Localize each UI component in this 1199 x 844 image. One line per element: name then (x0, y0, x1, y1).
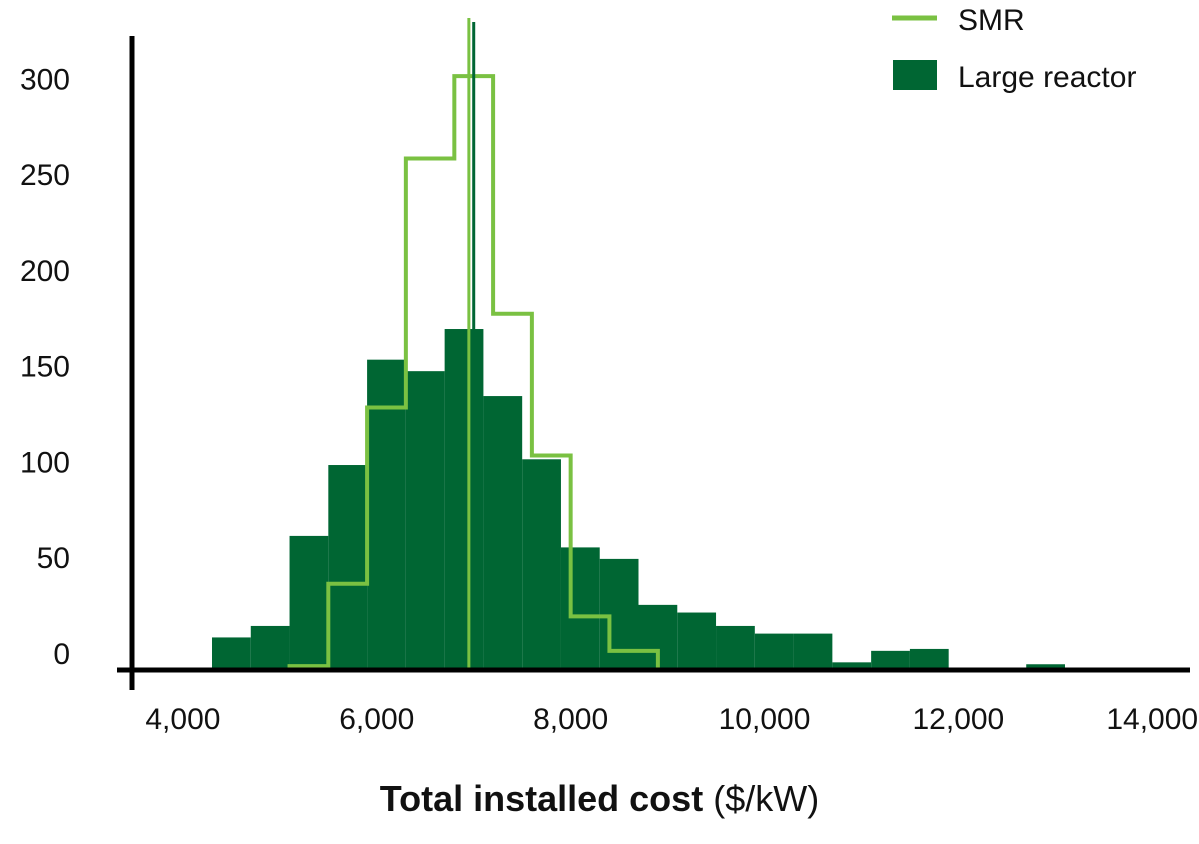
bar-large-reactor (754, 633, 794, 670)
x-tick-label: 6,000 (339, 703, 414, 736)
y-tick-label: 200 (20, 255, 70, 288)
y-tick-label: 250 (20, 159, 70, 192)
bar-large-reactor (289, 535, 329, 670)
bar-large-reactor (560, 547, 600, 670)
bar-large-reactor (405, 371, 445, 670)
bar-large-reactor (483, 396, 523, 670)
legend: SMR Large reactor (892, 4, 1136, 94)
bar-large-reactor (871, 650, 910, 670)
bar-large-reactor (212, 637, 251, 670)
x-tick-labels: 4,000 6,000 8,000 10,000 12,000 14,000 (145, 703, 1198, 736)
x-axis-label-unit: ($/kW) (713, 778, 820, 819)
x-axis-label: Total installed cost ($/kW) (0, 778, 1199, 820)
x-axis-label-main: Total installed cost (379, 778, 704, 819)
y-tick-label: 50 (37, 542, 70, 575)
axes (117, 36, 1190, 690)
large-reactor-series (212, 329, 1065, 670)
median-lines (467, 18, 476, 670)
bar-large-reactor (1026, 664, 1065, 670)
y-tick-label: 100 (20, 446, 70, 479)
legend-label-smr: SMR (958, 4, 1025, 37)
y-tick-label: 150 (20, 351, 70, 384)
legend-swatch-large-reactor (893, 60, 937, 90)
bar-large-reactor (250, 625, 290, 670)
x-tick-label: 14,000 (1106, 703, 1198, 736)
bar-large-reactor (793, 633, 833, 670)
legend-label-large-reactor: Large reactor (958, 61, 1136, 94)
bar-large-reactor (909, 648, 949, 670)
bar-large-reactor (716, 625, 755, 670)
x-tick-label: 4,000 (145, 703, 220, 736)
bar-large-reactor (522, 459, 561, 670)
bar-large-reactor (367, 359, 406, 670)
x-tick-label: 12,000 (912, 703, 1004, 736)
bar-large-reactor (444, 329, 484, 670)
y-tick-label: 300 (20, 63, 70, 96)
bar-large-reactor (677, 612, 717, 670)
y-tick-label: 0 (53, 638, 70, 671)
x-tick-label: 8,000 (533, 703, 608, 736)
y-tick-labels: 0 50 100 150 200 250 300 (20, 63, 70, 671)
bar-large-reactor (328, 465, 368, 670)
bar-large-reactor (832, 662, 872, 670)
x-tick-label: 10,000 (719, 703, 811, 736)
